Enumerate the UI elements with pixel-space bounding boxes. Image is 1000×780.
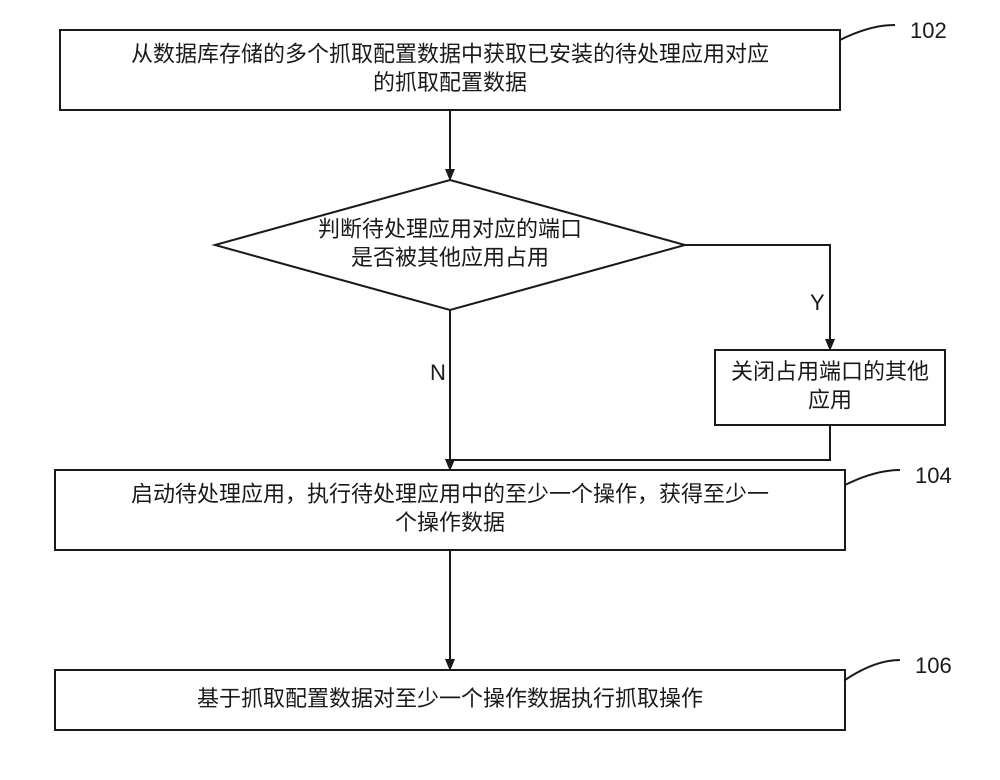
leader-line [845,660,900,680]
svg-text:启动待处理应用，执行待处理应用中的至少一个操作，获得至少一: 启动待处理应用，执行待处理应用中的至少一个操作，获得至少一 [131,482,769,507]
edge [685,245,830,350]
step-number: 102 [910,18,947,43]
svg-text:基于抓取配置数据对至少一个操作数据执行抓取操作: 基于抓取配置数据对至少一个操作数据执行抓取操作 [197,686,703,711]
svg-text:是否被其他应用占用: 是否被其他应用占用 [351,245,549,270]
svg-text:应用: 应用 [808,388,852,413]
flowchart-diagram: N Y 从数据库存储的多个抓取配置数据中获取已安装的待处理应用对应的抓取配置数据 10… [0,0,1000,780]
edge-label: Y [810,290,825,315]
edge [450,425,830,470]
leader-line [845,470,900,485]
svg-text:的抓取配置数据: 的抓取配置数据 [373,70,527,95]
svg-text:判断待处理应用对应的端口: 判断待处理应用对应的端口 [318,217,582,242]
leader-line [840,25,895,40]
svg-text:个操作数据: 个操作数据 [395,510,505,535]
edge-label: N [430,360,446,385]
svg-text:关闭占用端口的其他: 关闭占用端口的其他 [731,359,929,384]
step-number: 104 [915,463,952,488]
svg-text:从数据库存储的多个抓取配置数据中获取已安装的待处理应用对应: 从数据库存储的多个抓取配置数据中获取已安装的待处理应用对应 [131,42,769,67]
step-number: 106 [915,653,952,678]
